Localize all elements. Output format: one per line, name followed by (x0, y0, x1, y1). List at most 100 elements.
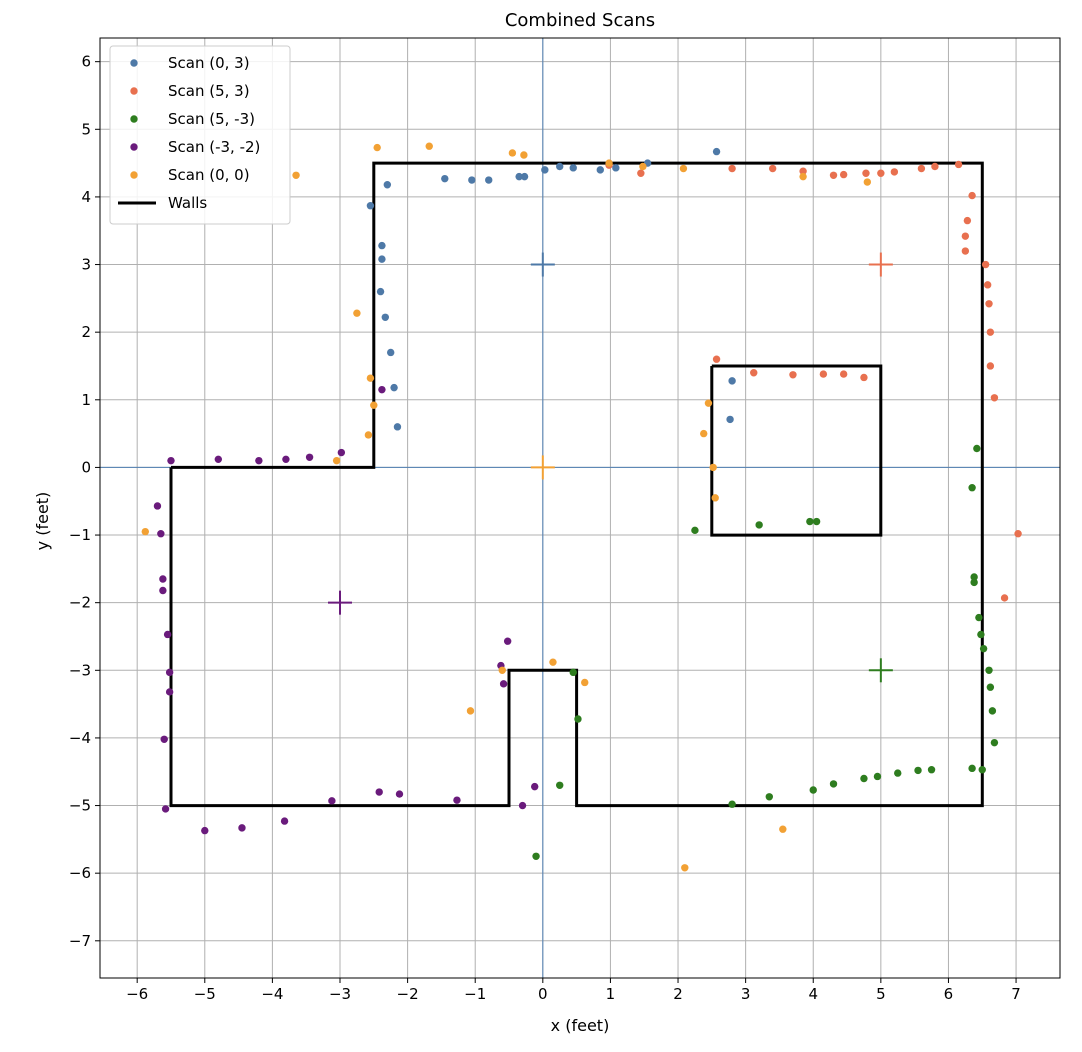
scan-point (541, 166, 549, 174)
x-tick-label: −2 (397, 985, 419, 1003)
scan-point (569, 668, 577, 677)
scan-point (366, 202, 375, 210)
scan-points (141, 142, 1022, 872)
scan-point (970, 573, 978, 581)
walls (169, 161, 984, 808)
scan-point (711, 494, 719, 502)
scan-point (581, 678, 589, 687)
x-tick-label: 0 (538, 985, 548, 1003)
scan-point (961, 247, 970, 255)
scan-point (728, 800, 736, 808)
scan-point (986, 362, 995, 370)
x-tick-label: −1 (464, 985, 486, 1003)
scan-point (779, 825, 787, 833)
scan-point (983, 281, 992, 289)
scan-point (376, 287, 385, 296)
scan-point (894, 769, 902, 777)
scan-point (726, 415, 734, 424)
y-axis-label: y (feet) (33, 492, 52, 551)
scan-point (863, 178, 872, 186)
scan-point (990, 738, 999, 747)
scan-point (280, 817, 289, 825)
scan-point (978, 766, 986, 774)
scan-point (425, 142, 433, 150)
scan-point (986, 328, 995, 336)
scan-point (508, 149, 517, 157)
x-axis-label: x (feet) (551, 1016, 610, 1035)
scan-point (970, 578, 978, 587)
scan-point (985, 666, 993, 675)
y-tick-label: −3 (69, 661, 91, 679)
scan-point (862, 169, 870, 177)
scan-point (806, 517, 814, 526)
scan-point (390, 383, 398, 392)
scan-point (556, 162, 564, 171)
scan-point (819, 370, 828, 378)
scan-point (986, 683, 995, 691)
scan-point (387, 348, 395, 357)
y-tick-label: 1 (81, 391, 91, 409)
scan-point (809, 786, 817, 794)
legend-label: Scan (5, -3) (168, 110, 255, 128)
legend-label: Scan (5, 3) (168, 82, 250, 100)
scan-point (485, 176, 493, 184)
wall-polyline (710, 364, 883, 537)
scan-point (977, 630, 985, 639)
scan-point (549, 658, 557, 666)
scan-point (927, 766, 936, 774)
scan-point (238, 824, 246, 832)
x-tick-label: −3 (329, 985, 351, 1003)
scan-point (498, 666, 506, 675)
scan-point (954, 160, 963, 169)
scan-point (370, 401, 378, 409)
legend-marker (130, 87, 138, 95)
scan-point (518, 801, 527, 810)
legend: Scan (0, 3) Scan (5, 3) Scan (5, -3) Scan (… (109, 45, 291, 225)
scan-point (364, 431, 373, 439)
scan-point (605, 159, 613, 167)
scan-point (981, 260, 990, 269)
scan-point (373, 143, 381, 152)
scan-point (503, 637, 512, 645)
scan-point (574, 715, 582, 723)
x-tick-label: −6 (126, 985, 148, 1003)
scan-point (973, 444, 981, 453)
scan-point (441, 174, 449, 183)
x-tick-label: 7 (1011, 985, 1021, 1003)
scan-point (812, 517, 821, 526)
scan-point (750, 369, 758, 377)
scan-point (612, 164, 620, 172)
scan-point (378, 241, 386, 250)
scan-point (160, 735, 168, 743)
scan-point (890, 168, 899, 176)
scan-point (165, 688, 174, 696)
scan-point (161, 805, 170, 813)
scan-point (153, 502, 162, 510)
scan-point (569, 164, 577, 172)
y-tick-label: −7 (69, 932, 91, 950)
x-tick-label: 5 (876, 985, 886, 1003)
y-tick-label: 5 (81, 120, 91, 138)
scan-point (968, 764, 976, 773)
scan-point (163, 630, 172, 639)
legend-label: Scan (0, 0) (168, 166, 250, 184)
scan-point (860, 774, 868, 783)
scan-point (395, 790, 404, 798)
scan-point (990, 394, 999, 402)
scan-point (700, 429, 708, 438)
scan-point (917, 164, 926, 173)
scan-point (366, 374, 375, 382)
scan-point (383, 181, 392, 189)
legend-label: Walls (168, 194, 207, 212)
x-tick-label: 1 (606, 985, 616, 1003)
scan-point (968, 484, 976, 492)
scan-point (393, 423, 402, 431)
y-tick-label: −1 (69, 526, 91, 544)
scan-point (728, 164, 736, 173)
chart-title: Combined Scans (505, 10, 655, 31)
scan-point (829, 171, 838, 179)
scan-point (159, 575, 167, 583)
scan-point (167, 456, 175, 465)
scan-point (165, 668, 174, 677)
